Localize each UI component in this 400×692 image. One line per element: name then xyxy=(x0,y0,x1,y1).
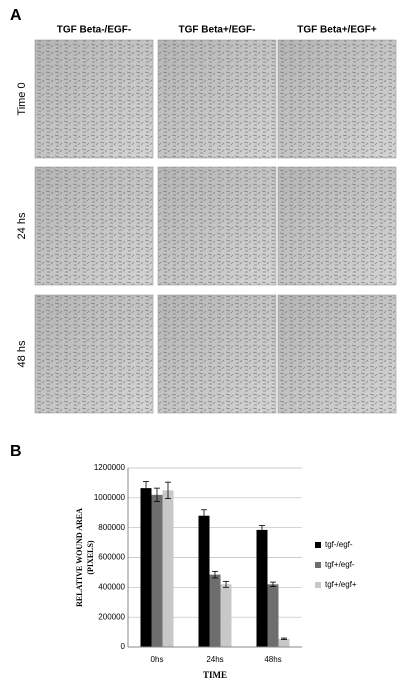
bar xyxy=(267,584,279,647)
bar xyxy=(278,638,290,647)
legend-swatch xyxy=(315,562,321,568)
row-label: 48 hs xyxy=(16,340,28,367)
legend-swatch xyxy=(315,542,321,548)
micrograph-cells xyxy=(278,167,396,285)
legend-label: tgf+/egf- xyxy=(325,560,355,569)
y-tick-label: 800000 xyxy=(98,523,125,532)
bar xyxy=(151,494,163,647)
panel-label: A xyxy=(10,7,22,24)
legend-label: tgf+/egf+ xyxy=(325,580,357,589)
micrograph-cells xyxy=(35,40,153,158)
bar xyxy=(256,529,268,647)
panel-label: B xyxy=(10,443,22,460)
x-tick-label: 48hs xyxy=(264,655,281,664)
micrograph-cells xyxy=(278,40,396,158)
y-tick-label: 200000 xyxy=(98,612,125,621)
x-tick-label: 24hs xyxy=(206,655,223,664)
column-header: TGF Beta-/EGF- xyxy=(57,25,131,36)
column-header: TGF Beta+/EGF+ xyxy=(297,25,377,36)
y-label: (PIXELS) xyxy=(86,540,95,575)
legend-swatch xyxy=(315,582,321,588)
y-tick-label: 0 xyxy=(121,642,126,651)
bar xyxy=(140,488,152,647)
y-label: RELATIVE WOUND AREA xyxy=(75,508,84,607)
column-header: TGF Beta+/EGF- xyxy=(179,25,256,36)
bar xyxy=(162,490,174,647)
y-tick-label: 1000000 xyxy=(94,493,126,502)
bar xyxy=(198,515,210,647)
x-label: TIME xyxy=(203,670,227,680)
micrograph-cells xyxy=(158,40,276,158)
y-tick-label: 400000 xyxy=(98,582,125,591)
row-label: 24 hs xyxy=(16,212,28,239)
micrograph-cells xyxy=(278,295,396,413)
micrograph-cells xyxy=(35,167,153,285)
bar xyxy=(220,584,232,647)
x-tick-label: 0hs xyxy=(151,655,164,664)
y-tick-label: 1200000 xyxy=(94,463,126,472)
bar xyxy=(209,574,221,647)
micrograph-cells xyxy=(35,295,153,413)
legend-label: tgf-/egf- xyxy=(325,540,353,549)
row-label: Time 0 xyxy=(16,82,28,115)
micrograph-cells xyxy=(158,295,276,413)
y-tick-label: 600000 xyxy=(98,553,125,562)
micrograph-cells xyxy=(158,167,276,285)
